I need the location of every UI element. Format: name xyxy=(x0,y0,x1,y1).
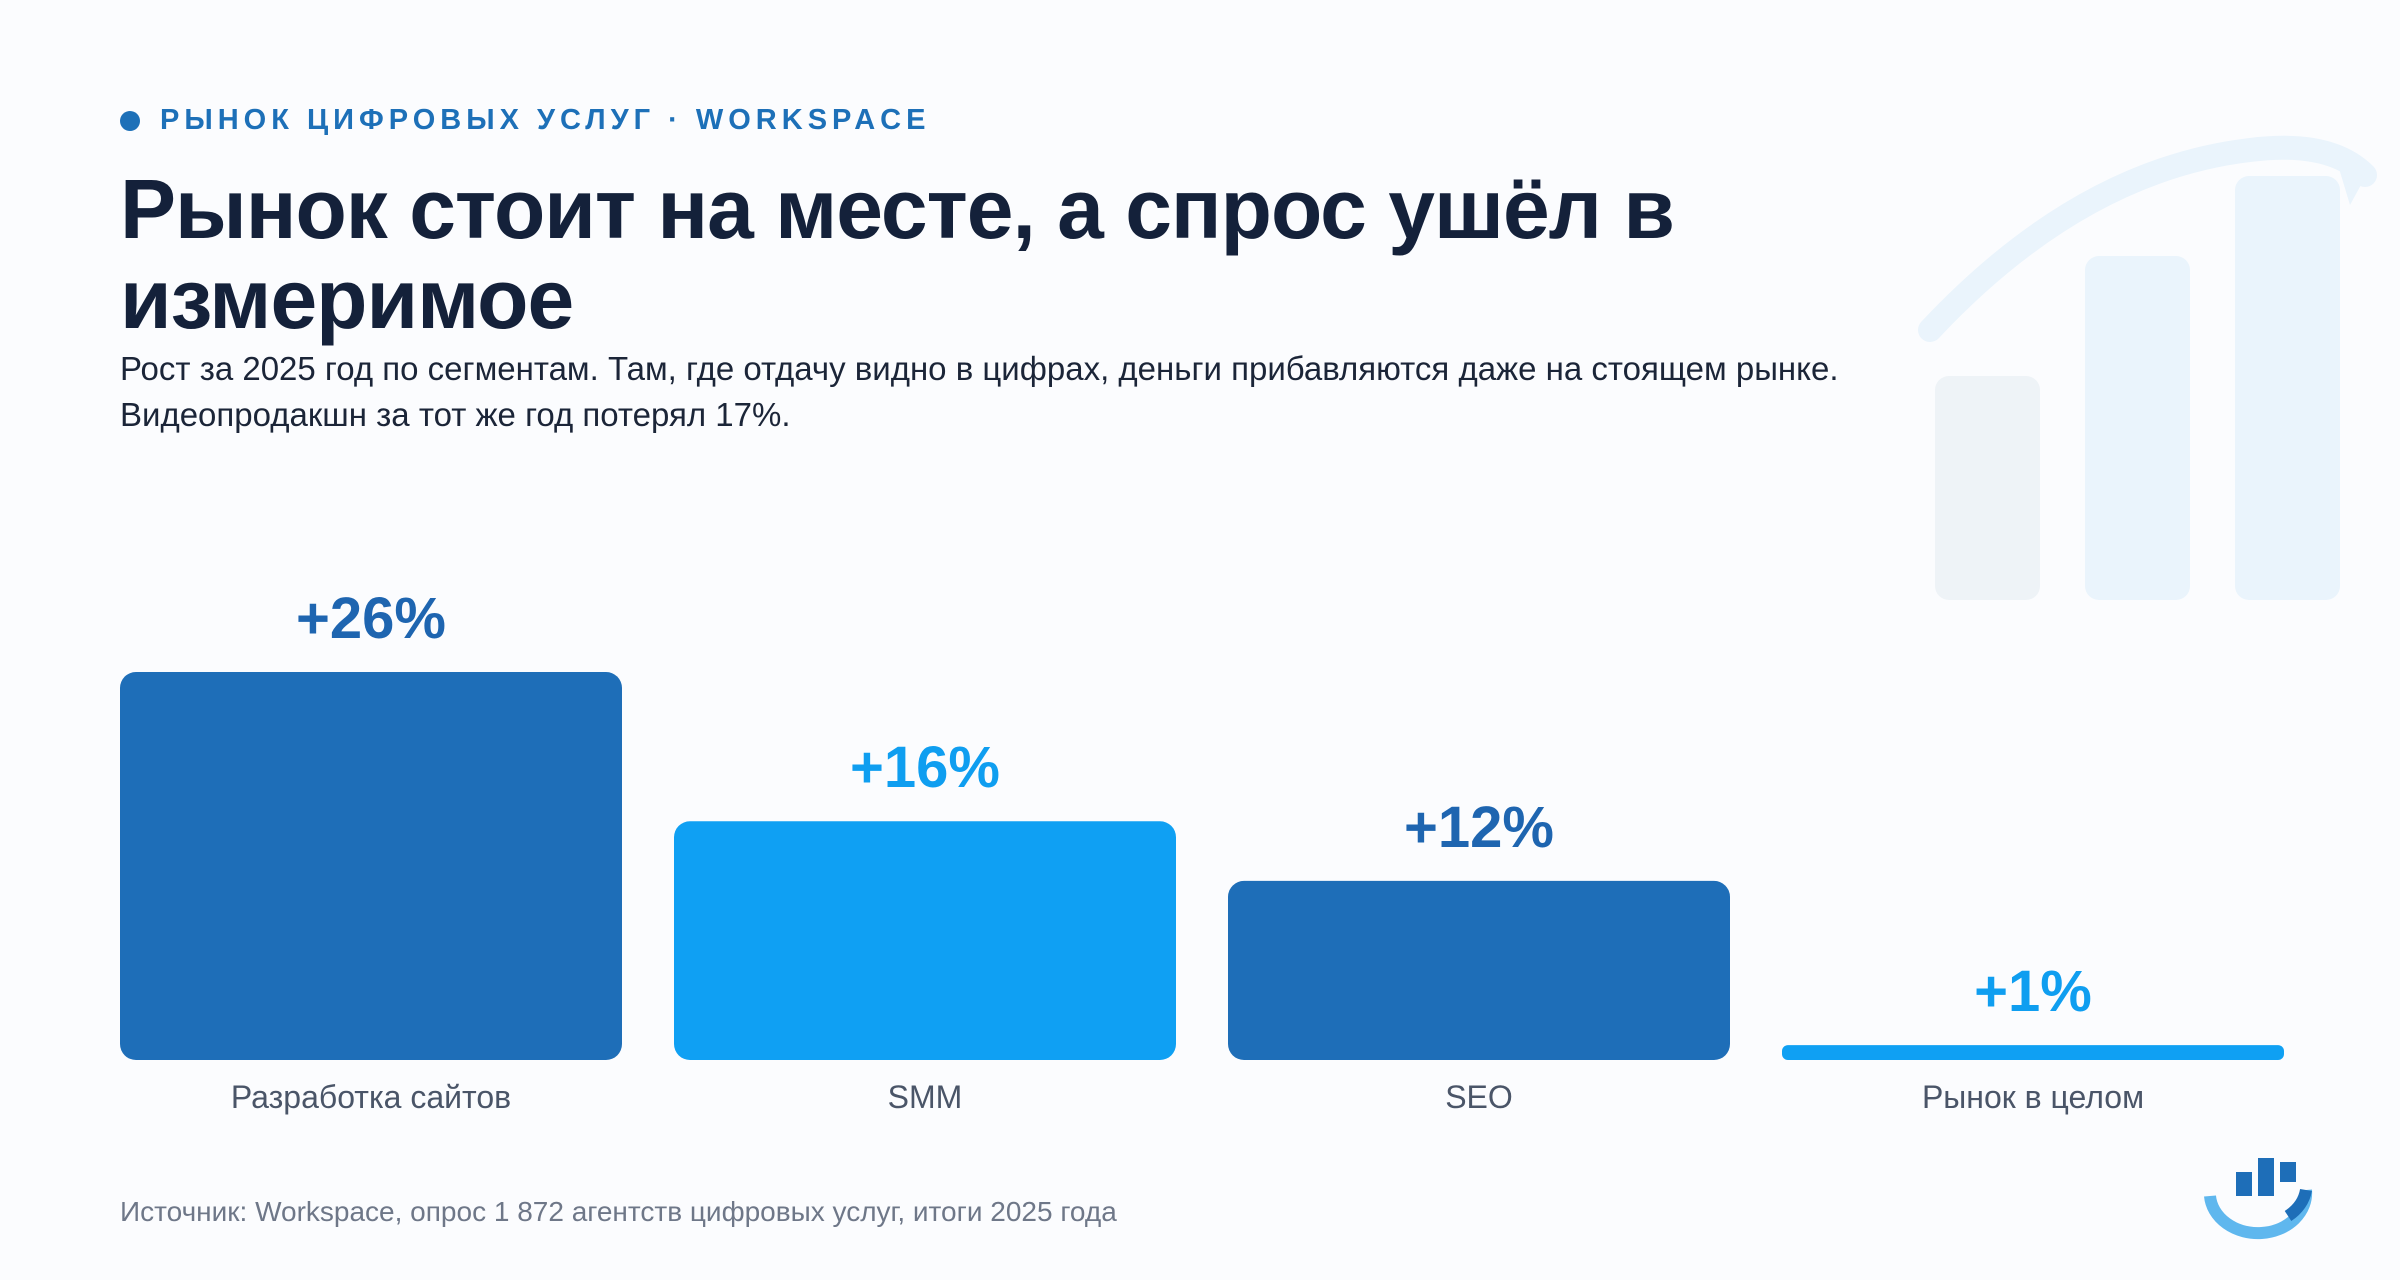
page-subtitle: Рост за 2025 год по сегментам. Там, где … xyxy=(120,350,1839,433)
deco-growth-curve xyxy=(1918,135,2377,342)
bar-value-label: +26% xyxy=(296,586,446,651)
logo-bar-1 xyxy=(2236,1172,2252,1196)
eyebrow: РЫНОК ЦИФРОВЫХ УСЛУГ · WORKSPACE xyxy=(120,104,930,137)
bar-3 xyxy=(1228,880,1730,1060)
logo-bar-3 xyxy=(2280,1162,2296,1182)
logo-bar-2 xyxy=(2258,1158,2274,1196)
bar-chart: +26% Разработка сайтов +16% SMM +12% SEO +1% Ры… xyxy=(120,586,2284,1115)
eyebrow-dot-icon xyxy=(120,110,140,131)
deco-arrow-head xyxy=(2335,155,2368,205)
logo-arc-accent xyxy=(2284,1188,2312,1222)
bar-1 xyxy=(120,672,622,1060)
bar-2 xyxy=(674,821,1176,1060)
category-label: Разработка сайтов xyxy=(231,1079,511,1115)
bar-value-label: +16% xyxy=(850,735,1000,800)
page-title: Рынок стоит на месте, а спрос ушёл в изм… xyxy=(120,162,1675,346)
category-label: SEO xyxy=(1445,1079,1513,1115)
eyebrow-text: РЫНОК ЦИФРОВЫХ УСЛУГ · WORKSPACE xyxy=(160,104,931,136)
source-note: Источник: Workspace, опрос 1 872 агентст… xyxy=(120,1196,1117,1227)
deco-bar-1 xyxy=(1935,376,2040,600)
bar-value-label: +12% xyxy=(1404,795,1554,860)
bar-value-label: +1% xyxy=(1974,959,2092,1024)
category-label: Рынок в целом xyxy=(1922,1079,2144,1115)
bar-4 xyxy=(1782,1045,2284,1060)
category-label: SMM xyxy=(888,1079,963,1115)
deco-bar-2 xyxy=(2085,256,2190,600)
workspace-logo-icon xyxy=(2204,1158,2313,1240)
deco-bar-3 xyxy=(2235,176,2340,600)
